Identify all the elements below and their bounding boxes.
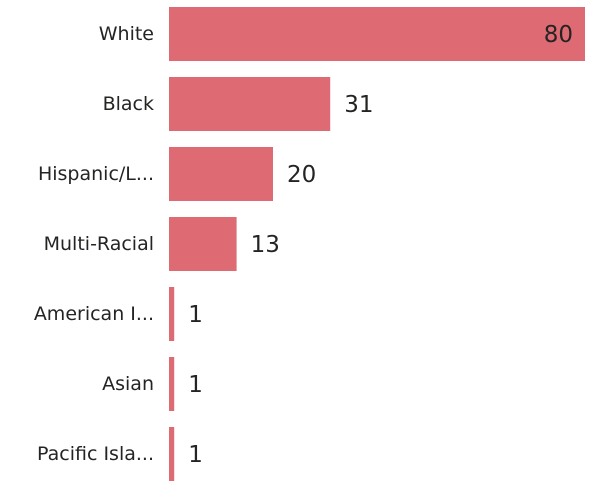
bar[interactable] bbox=[169, 357, 175, 411]
category-label: American I... bbox=[34, 303, 154, 325]
bar[interactable] bbox=[169, 7, 585, 61]
category-label: Hispanic/L... bbox=[38, 163, 154, 185]
data-label: 13 bbox=[251, 232, 280, 258]
category-label: Asian bbox=[102, 373, 154, 395]
data-label: 31 bbox=[344, 92, 373, 118]
data-label: 1 bbox=[188, 302, 203, 328]
category-label: White bbox=[99, 23, 154, 45]
category-label: Multi-Racial bbox=[44, 233, 154, 255]
data-label: 80 bbox=[544, 22, 573, 48]
data-label: 20 bbox=[287, 162, 316, 188]
bar[interactable] bbox=[169, 217, 237, 271]
category-label: Pacific Isla... bbox=[37, 443, 154, 465]
bar[interactable] bbox=[169, 77, 331, 131]
bar[interactable] bbox=[169, 427, 175, 481]
data-label: 1 bbox=[188, 442, 203, 468]
bar[interactable] bbox=[169, 147, 273, 201]
category-label: Black bbox=[103, 93, 154, 115]
data-label: 1 bbox=[188, 372, 203, 398]
bar[interactable] bbox=[169, 287, 175, 341]
labels-layer: White 80 Black 31 Hispanic/L... 20 Multi-Racia… bbox=[34, 22, 573, 468]
bars-layer bbox=[169, 7, 585, 481]
